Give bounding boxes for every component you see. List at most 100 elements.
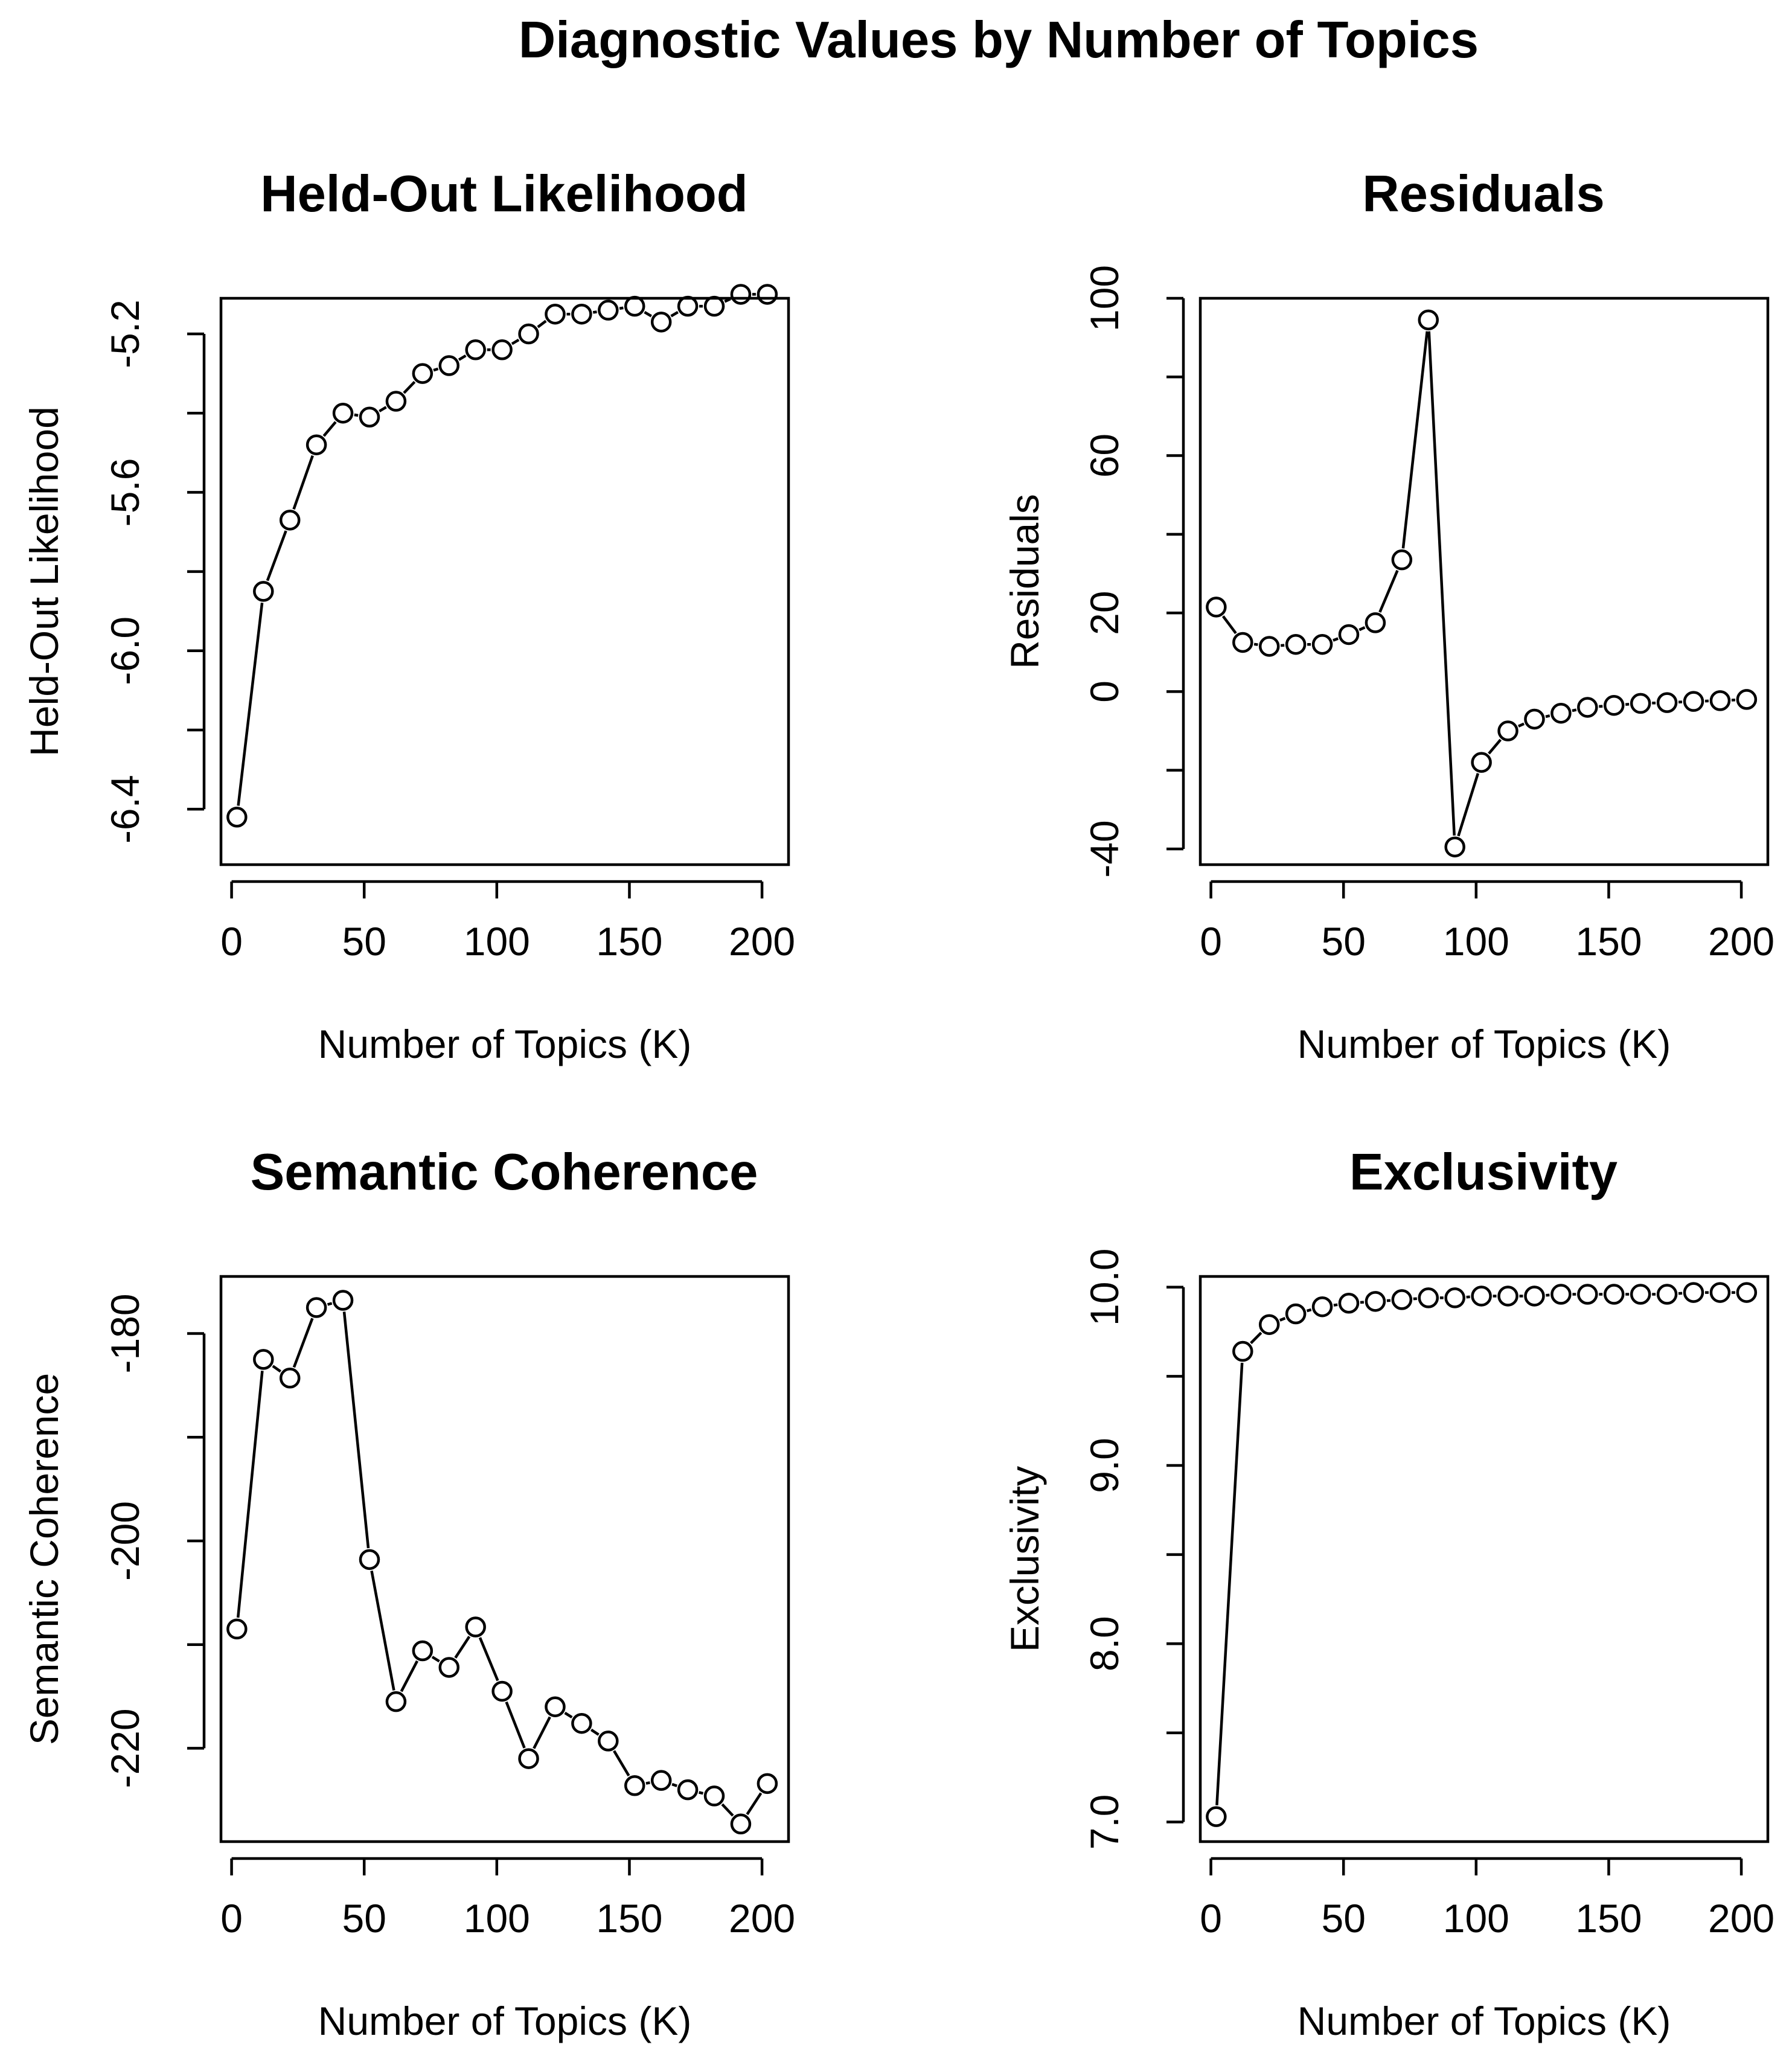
coherence-data-point: [703, 1785, 725, 1807]
residuals-data-point: [1471, 752, 1492, 773]
exclusivity-data-point: [1471, 1286, 1492, 1307]
residuals-x-axis-title: Number of Topics (K): [1298, 1022, 1671, 1066]
exclusivity-y-tick-label: 7.0: [1082, 1795, 1127, 1850]
heldout-y-tick-label: -5.2: [103, 299, 147, 368]
residuals-data-point: [1285, 633, 1307, 655]
coherence-data-point: [491, 1680, 513, 1702]
coherence-data-point: [518, 1748, 539, 1769]
residuals-data-point: [1206, 597, 1227, 618]
residuals-data-point: [1550, 702, 1572, 724]
residuals-data-point: [1418, 309, 1439, 331]
residuals-data-point: [1444, 836, 1465, 857]
coherence-panel: Semantic Coherence 0 50 100 150 200 Number of …: [22, 1144, 795, 2043]
residuals-data-point: [1365, 612, 1386, 633]
coherence-series-line: [236, 1302, 763, 1817]
heldout-data-point: [571, 303, 592, 325]
exclusivity-y-tick-label: 10.0: [1082, 1248, 1127, 1325]
heldout-data-point: [545, 303, 566, 325]
exclusivity-data-point: [1524, 1286, 1545, 1307]
heldout-y-tick-label: -6.0: [103, 616, 147, 685]
residuals-y-tick-label: -40: [1082, 820, 1127, 877]
exclusivity-y-tick-label: 9.0: [1082, 1438, 1127, 1493]
exclusivity-panel: Exclusivity 0 50 100 150 200 Number of Topics …: [1002, 1144, 1774, 2043]
residuals-y-tick-label: 60: [1082, 434, 1127, 478]
exclusivity-data-point: [1709, 1282, 1731, 1303]
heldout-x-tick-label: 200: [729, 919, 795, 964]
exclusivity-x-tick-label: 100: [1443, 1896, 1509, 1941]
coherence-data-point: [226, 1618, 248, 1640]
exclusivity-data-point: [1338, 1293, 1360, 1314]
coherence-y-axis-title: Semantic Coherence: [22, 1373, 66, 1745]
residuals-data-point: [1603, 694, 1625, 716]
heldout-data-point: [226, 807, 248, 828]
exclusivity-data-point: [1418, 1287, 1439, 1308]
heldout-data-point: [465, 339, 486, 360]
heldout-x-axis-title: Number of Topics (K): [318, 1022, 692, 1066]
exclusivity-x-tick-label: 150: [1575, 1896, 1642, 1941]
coherence-title: Semantic Coherence: [251, 1144, 758, 1201]
exclusivity-data-point: [1603, 1284, 1625, 1305]
coherence-x-axis-title: Number of Topics (K): [318, 1999, 692, 2043]
heldout-x-tick-label: 100: [464, 919, 530, 964]
heldout-data-point: [730, 284, 752, 305]
figure-title: Diagnostic Values by Number of Topics: [519, 11, 1479, 69]
coherence-x-tick-label: 100: [464, 1896, 530, 1941]
heldout-data-point: [253, 581, 274, 602]
heldout-data-point: [703, 295, 725, 317]
residuals-y-axis-title: Residuals: [1002, 494, 1047, 669]
residuals-x-tick-label: 200: [1708, 919, 1774, 964]
heldout-y-tick-label: -5.6: [103, 458, 147, 527]
residuals-y-tick-label: 20: [1082, 591, 1127, 635]
heldout-plot-frame: [219, 296, 790, 866]
coherence-data-point: [253, 1349, 274, 1370]
exclusivity-y-tick-label: 8.0: [1082, 1616, 1127, 1671]
exclusivity-data-point: [1736, 1282, 1758, 1303]
residuals-series-line: [1221, 331, 1735, 837]
residuals-x-tick-label: 150: [1575, 919, 1642, 964]
coherence-data-point: [624, 1775, 645, 1796]
exclusivity-series-line: [1215, 1291, 1735, 1805]
coherence-data-point: [730, 1813, 752, 1835]
residuals-x-tick-label: 100: [1443, 919, 1509, 964]
exclusivity-data-point: [1550, 1284, 1572, 1305]
residuals-data-point: [1736, 689, 1758, 710]
heldout-data-point: [491, 339, 513, 360]
coherence-data-point: [571, 1712, 592, 1734]
heldout-data-point: [385, 391, 407, 412]
heldout-data-point: [757, 284, 778, 305]
residuals-x-tick-label: 0: [1200, 919, 1222, 964]
exclusivity-data-point: [1391, 1289, 1413, 1310]
exclusivity-x-tick-label: 0: [1200, 1896, 1222, 1941]
coherence-data-point: [650, 1770, 672, 1791]
heldout-title: Held-Out Likelihood: [260, 165, 747, 223]
coherence-y-tick-label: -220: [103, 1708, 147, 1788]
heldout-x-tick-label: 0: [220, 919, 243, 964]
coherence-data-point: [306, 1297, 327, 1318]
coherence-y-tick-label: -200: [103, 1501, 147, 1581]
heldout-data-point: [624, 295, 645, 317]
heldout-data-point: [650, 312, 672, 333]
exclusivity-data-point: [1285, 1303, 1307, 1325]
residuals-data-point: [1311, 633, 1333, 655]
coherence-data-point: [438, 1657, 460, 1678]
exclusivity-data-point: [1577, 1284, 1598, 1305]
exclusivity-data-point: [1365, 1291, 1386, 1312]
residuals-data-point: [1524, 708, 1545, 730]
exclusivity-y-axis-title: Exclusivity: [1002, 1466, 1047, 1652]
residuals-data-point: [1338, 624, 1360, 645]
residuals-data-point: [1577, 697, 1598, 718]
exclusivity-data-point: [1444, 1287, 1465, 1308]
heldout-x-tick-label: 150: [596, 919, 662, 964]
exclusivity-data-point: [1497, 1286, 1518, 1307]
coherence-data-point: [465, 1616, 486, 1638]
residuals-data-point: [1630, 693, 1651, 714]
coherence-data-point: [757, 1773, 778, 1795]
exclusivity-data-point: [1232, 1340, 1253, 1362]
heldout-data-point: [306, 434, 327, 455]
coherence-x-tick-label: 150: [596, 1896, 662, 1941]
exclusivity-title: Exclusivity: [1349, 1144, 1618, 1201]
heldout-y-axis-title: Held-Out Likelihood: [22, 406, 66, 757]
exclusivity-x-tick-label: 50: [1321, 1896, 1365, 1941]
residuals-data-point: [1709, 690, 1731, 711]
